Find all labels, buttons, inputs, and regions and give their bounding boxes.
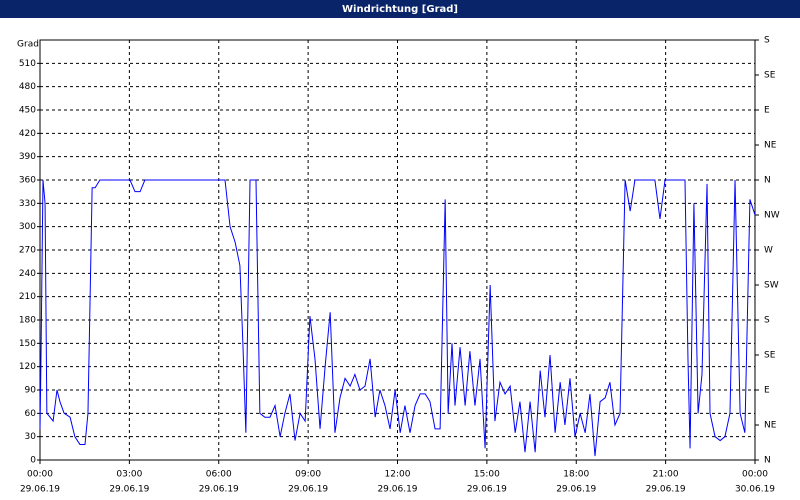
x-tick-date: 29.06.19 xyxy=(288,485,328,495)
y-tick-label: 510 xyxy=(19,59,36,69)
x-tick-label: 00:00 xyxy=(742,470,768,480)
x-tick-label: 21:00 xyxy=(653,470,679,480)
y2-tick-label: E xyxy=(764,106,770,116)
y-tick-label: 390 xyxy=(19,152,36,162)
x-tick-date: 29.06.19 xyxy=(109,485,149,495)
x-tick-label: 12:00 xyxy=(385,470,411,480)
data-line xyxy=(39,179,756,457)
x-tick-date: 29.06.19 xyxy=(377,485,417,495)
y2-tick-label: N xyxy=(764,176,771,186)
y2-tick-label: SE xyxy=(764,351,776,361)
y-tick-label: 210 xyxy=(19,292,36,302)
x-tick-date: 29.06.19 xyxy=(199,485,239,495)
y2-tick-label: NW xyxy=(764,211,780,221)
x-tick-date: 29.06.19 xyxy=(467,485,507,495)
title-bar xyxy=(0,0,800,18)
y-tick-label: 480 xyxy=(19,82,36,92)
y2-tick-label: N xyxy=(764,456,771,466)
x-tick-label: 06:00 xyxy=(206,470,232,480)
x-tick-label: 18:00 xyxy=(563,470,589,480)
y-tick-label: 0 xyxy=(30,456,36,466)
x-tick-date: 29.06.19 xyxy=(20,485,60,495)
y2-tick-label: E xyxy=(764,386,770,396)
chart-title: Windrichtung [Grad] xyxy=(342,4,458,15)
x-tick-date: 29.06.19 xyxy=(556,485,596,495)
plot-frame xyxy=(39,39,756,461)
x-tick-date: 29.06.19 xyxy=(646,485,686,495)
x-tick-label: 09:00 xyxy=(295,470,321,480)
y-tick-label: 270 xyxy=(19,246,36,256)
y-axis-label: Grad xyxy=(17,40,39,50)
y-tick-label: 420 xyxy=(19,129,36,139)
y-tick-label: 240 xyxy=(19,269,36,279)
y2-tick-label: S xyxy=(764,316,770,326)
y2-tick-label: SW xyxy=(764,281,779,291)
y-tick-label: 120 xyxy=(19,362,36,372)
y-tick-label: 150 xyxy=(19,339,36,349)
y-tick-label: 60 xyxy=(25,409,37,419)
y2-tick-label: SE xyxy=(764,71,776,81)
x-tick-label: 00:00 xyxy=(27,470,53,480)
y2-tick-label: S xyxy=(764,36,770,46)
y-tick-label: 180 xyxy=(19,316,36,326)
y-tick-label: 30 xyxy=(25,432,37,442)
x-tick-label: 03:00 xyxy=(116,470,142,480)
y2-tick-label: NE xyxy=(764,421,777,431)
x-tick-date: 30.06.19 xyxy=(735,485,775,495)
y-tick-label: 450 xyxy=(19,106,36,116)
y2-tick-label: NE xyxy=(764,141,777,151)
y-tick-label: 90 xyxy=(25,386,37,396)
y-tick-label: 300 xyxy=(19,222,36,232)
y-tick-label: 360 xyxy=(19,176,36,186)
x-tick-label: 15:00 xyxy=(474,470,500,480)
y2-tick-label: W xyxy=(764,246,773,256)
y-tick-label: 330 xyxy=(19,199,36,209)
